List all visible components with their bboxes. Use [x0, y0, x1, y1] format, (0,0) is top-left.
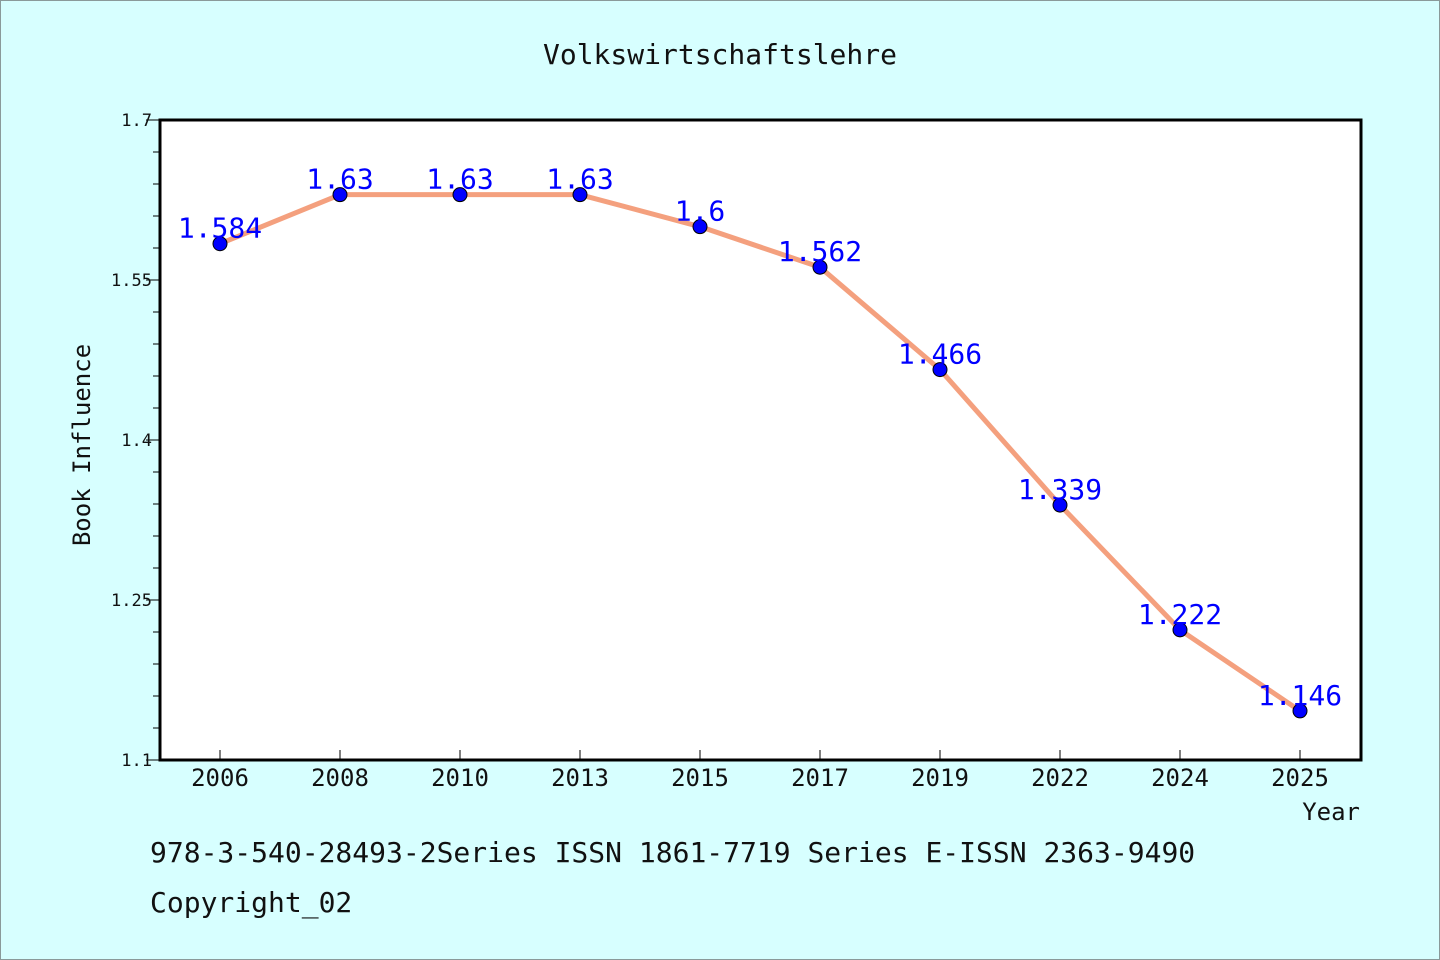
- data-label: 1.584: [178, 212, 262, 245]
- data-label: 1.146: [1258, 679, 1342, 712]
- x-axis-ticks: 2006 2008 2010 2013 2015 2017 2019 2022 2024 2025: [191, 750, 1329, 792]
- series-line: [217, 192, 1303, 714]
- x-tick-label: 2022: [1031, 764, 1089, 792]
- x-axis-label: Year: [1302, 798, 1360, 826]
- data-label: 1.63: [426, 163, 493, 196]
- copyright-footer: Copyright_02: [150, 886, 353, 919]
- data-point: [1292, 703, 1308, 719]
- data-points: [212, 187, 1308, 719]
- data-point: [212, 236, 228, 252]
- x-tick-label: 2013: [551, 764, 609, 792]
- x-tick-label: 2008: [311, 764, 369, 792]
- data-label: 1.63: [546, 163, 613, 196]
- data-label: 1.222: [1138, 598, 1222, 631]
- chart-title: Volkswirtschaftslehre: [543, 38, 897, 71]
- data-point: [692, 219, 708, 235]
- data-point: [1052, 497, 1068, 513]
- y-tick-label: 1.1: [121, 751, 152, 771]
- x-tick-label: 2017: [791, 764, 849, 792]
- data-label: 1.562: [778, 235, 862, 268]
- x-tick-label: 2010: [431, 764, 489, 792]
- data-label: 1.339: [1018, 473, 1102, 506]
- data-point: [812, 259, 828, 275]
- x-tick-label: 2015: [671, 764, 729, 792]
- x-tick-label: 2024: [1151, 764, 1209, 792]
- y-axis-ticks: 1.1 1.25 1.4 1.55 1.7: [111, 111, 160, 771]
- x-tick-label: 2025: [1271, 764, 1329, 792]
- isbn-footer: 978-3-540-28493-2Series ISSN 1861-7719 S…: [150, 836, 1196, 869]
- y-tick-label: 1.55: [111, 271, 152, 291]
- data-point: [572, 187, 588, 203]
- data-point: [932, 362, 948, 378]
- data-labels: 1.584 1.63 1.63 1.63 1.6 1.562 1.466 1.339 1.222…: [178, 163, 1342, 712]
- y-tick-label: 1.7: [121, 111, 152, 131]
- y-tick-label: 1.4: [121, 431, 152, 451]
- plot-area: [158, 118, 1363, 762]
- data-label: 1.466: [898, 338, 982, 371]
- data-label: 1.6: [675, 195, 726, 228]
- data-point: [332, 187, 348, 203]
- y-axis-label: Book Influence: [68, 344, 96, 546]
- data-point: [452, 187, 468, 203]
- data-point: [1172, 622, 1188, 638]
- x-tick-label: 2006: [191, 764, 249, 792]
- x-tick-label: 2019: [911, 764, 969, 792]
- data-label: 1.63: [306, 163, 373, 196]
- y-tick-label: 1.25: [111, 591, 152, 611]
- y-minor-ticks: [153, 151, 160, 729]
